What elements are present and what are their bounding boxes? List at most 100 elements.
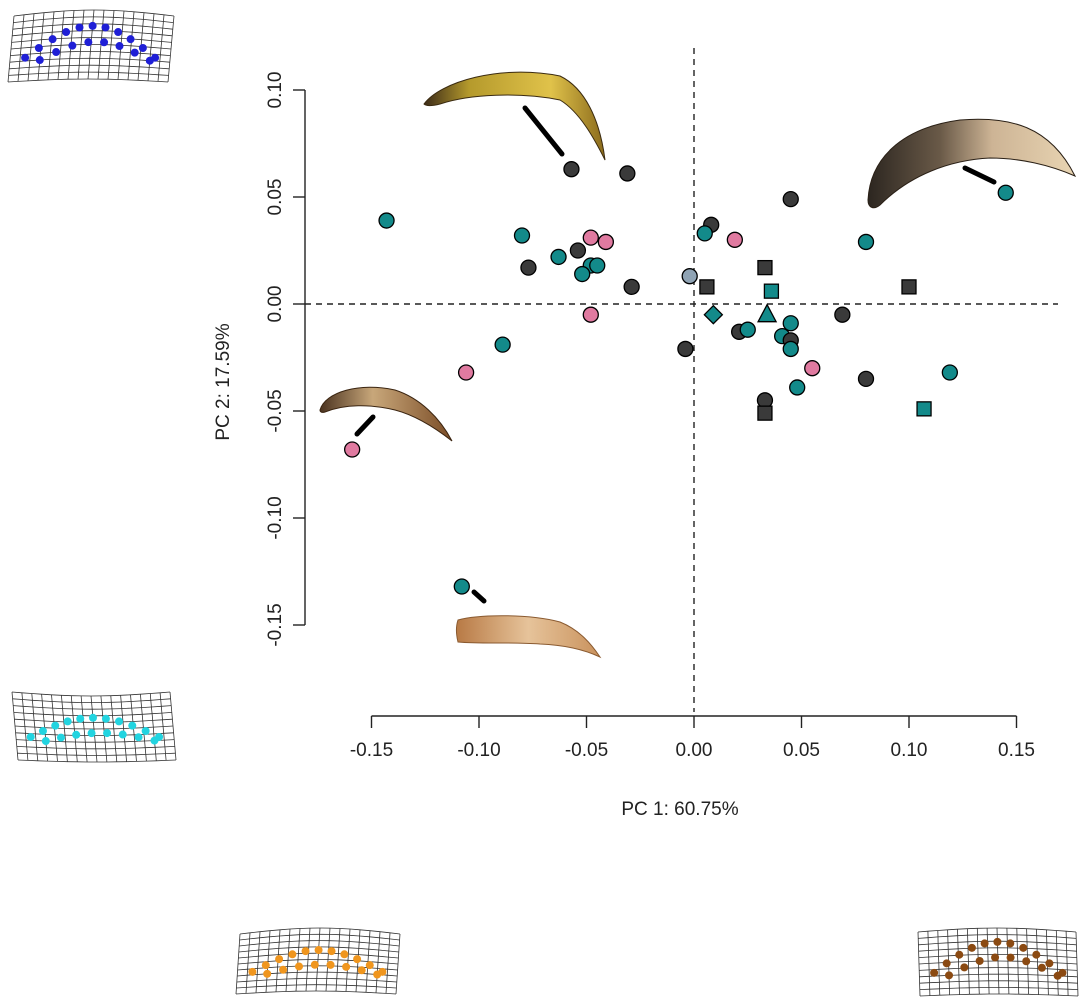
data-point (582, 306, 599, 323)
grid-line (295, 928, 301, 992)
landmark-dot (115, 717, 124, 726)
grid-line (107, 10, 115, 80)
grid-line (305, 928, 311, 992)
landmark-dot (103, 729, 112, 738)
landmark-dot (955, 950, 964, 959)
landmark-dot (930, 968, 939, 977)
grid-line (120, 695, 127, 762)
data-point (782, 340, 799, 358)
landmark-dot (248, 967, 257, 976)
landmark-dot (21, 53, 30, 62)
x-tick-label: -0.10 (457, 740, 500, 761)
landmark-dot (314, 946, 323, 955)
specimen-brown-mandible (319, 386, 453, 442)
landmark-dot (134, 733, 143, 742)
grid-line (57, 10, 65, 80)
data-point (343, 441, 361, 458)
landmark-dot (327, 947, 336, 956)
grid-line (335, 928, 341, 992)
data-point (703, 304, 724, 325)
data-point (757, 405, 773, 421)
data-point (834, 306, 851, 323)
grid-line (937, 930, 941, 996)
landmark-dot (353, 955, 362, 964)
y-tick-label: -0.15 (265, 603, 286, 646)
data-point (569, 242, 587, 259)
data-point (494, 336, 511, 353)
data-point (550, 248, 567, 266)
landmark-dot (1006, 939, 1015, 948)
data-point (857, 370, 875, 388)
landmark-dot (1032, 950, 1041, 959)
grid-line (157, 14, 165, 82)
deformation-grid-mid-left (11, 691, 177, 763)
x-tick-label: 0.10 (891, 740, 928, 761)
grid-line (1036, 929, 1039, 995)
specimen-light-mandible (456, 615, 602, 659)
grid-line (167, 15, 175, 83)
grid-line (235, 990, 397, 995)
landmark-dot (34, 44, 43, 53)
grid-line (1006, 928, 1010, 995)
landmark-dot (62, 28, 71, 37)
data-point (739, 321, 756, 338)
grid-line (100, 695, 108, 763)
landmark-dot (141, 726, 150, 735)
data-point (941, 364, 958, 381)
landmark-dot (68, 41, 77, 50)
landmark-dot (101, 23, 110, 32)
x-tick-label: 0.05 (783, 740, 820, 761)
specimen-dark-tan-mandible (867, 118, 1077, 209)
data-point (699, 279, 715, 295)
leader-line (354, 414, 376, 437)
data-point (582, 229, 599, 246)
grid-line (149, 693, 157, 761)
data-point (574, 265, 591, 283)
landmark-dot (275, 955, 284, 964)
leader-line (962, 165, 997, 185)
reference-lines (305, 48, 1058, 712)
grid-line (917, 931, 921, 997)
grid-line (315, 927, 321, 992)
grid-line (90, 695, 98, 763)
grid-line (345, 928, 351, 992)
leader-line (522, 105, 565, 157)
grid-line (395, 933, 401, 995)
leader-line (471, 589, 487, 604)
landmark-dot (145, 56, 154, 65)
leader-lines (354, 105, 997, 604)
deformation-grids (7, 9, 1079, 997)
x-tick-label: -0.05 (565, 740, 608, 761)
landmark-dot (261, 961, 270, 970)
grid-line (61, 695, 68, 762)
landmark-dot (1045, 959, 1054, 968)
x-axis: -0.15 -0.10 -0.05 0.00 0.05 0.10 0.15 (350, 715, 1035, 761)
data-point (782, 190, 799, 208)
landmark-dot (128, 721, 137, 730)
landmark-dot (87, 729, 96, 738)
y-tick-label: -0.10 (265, 496, 286, 539)
landmark-dot (88, 713, 97, 722)
landmark-dot (340, 950, 349, 959)
grid-line (957, 929, 960, 995)
y-tick-label: 0.00 (265, 286, 286, 323)
y-tick-label: 0.10 (265, 72, 286, 109)
landmark-dot (295, 962, 304, 971)
grid-line (11, 691, 171, 697)
grid-line (147, 13, 155, 81)
grid-line (11, 691, 19, 761)
landmark-dot (38, 726, 47, 735)
data-point (378, 212, 395, 229)
deformation-grid-bottom-left (235, 927, 401, 995)
data-point (696, 225, 713, 242)
grid-line (70, 695, 78, 762)
grid-line (47, 11, 55, 80)
landmark-dot (41, 737, 50, 746)
grid-line (919, 993, 1079, 997)
grid-line (27, 13, 35, 81)
landmark-dot (150, 736, 159, 745)
data-point (789, 379, 806, 396)
data-point (677, 340, 694, 358)
landmark-dot (56, 733, 65, 742)
y-tick-label: 0.05 (265, 179, 286, 216)
